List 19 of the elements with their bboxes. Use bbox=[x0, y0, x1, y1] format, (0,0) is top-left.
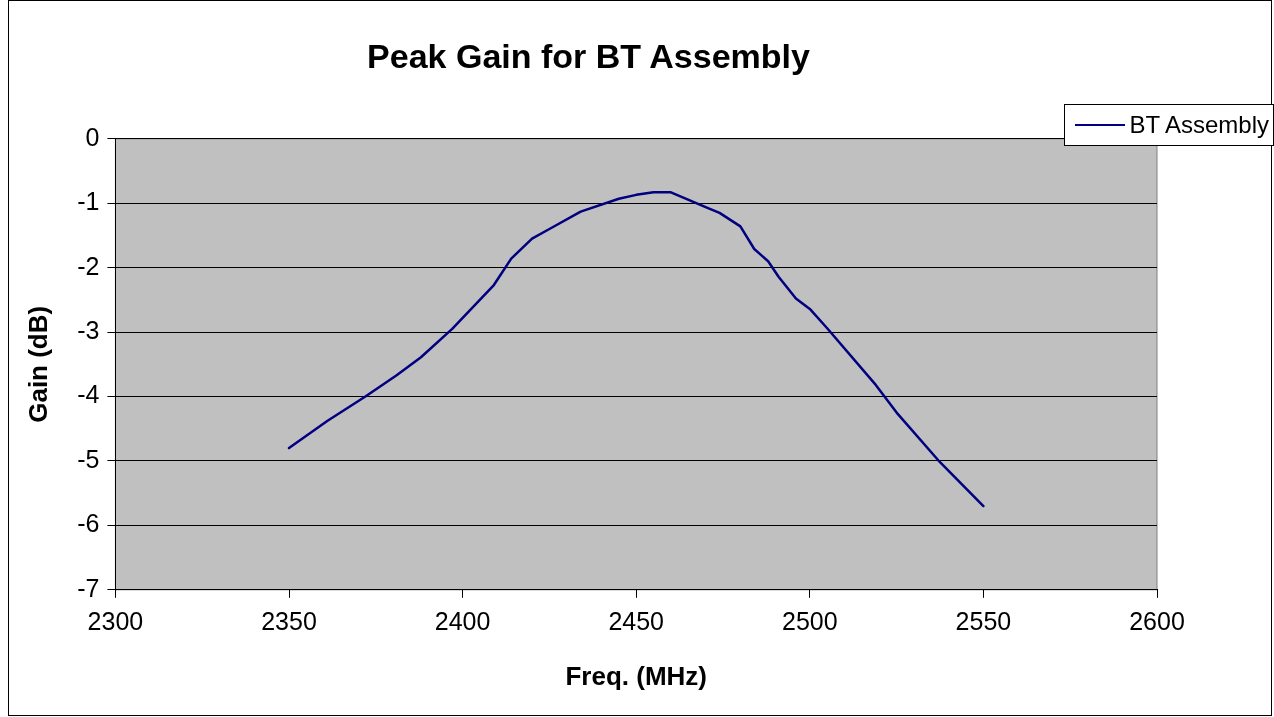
y-tick-label: -6 bbox=[77, 509, 100, 538]
y-tick-label: -5 bbox=[77, 444, 100, 473]
chart-title: Peak Gain for BT Assembly bbox=[367, 36, 810, 75]
y-tick-label: -7 bbox=[77, 573, 100, 602]
x-tick-label: 2600 bbox=[1129, 606, 1185, 635]
legend-label: BT Assembly bbox=[1129, 111, 1269, 139]
x-tick-label: 2300 bbox=[87, 606, 144, 635]
x-tick-label: 2450 bbox=[608, 606, 665, 635]
x-tick-label: 2550 bbox=[955, 606, 1012, 635]
y-axis-title: Gain (dB) bbox=[22, 305, 53, 423]
y-tick-label: -1 bbox=[77, 187, 100, 216]
y-tick-label: -3 bbox=[77, 315, 100, 344]
x-tick-label: 2400 bbox=[434, 606, 491, 635]
y-tick-label: 0 bbox=[85, 122, 100, 151]
x-axis-title: Freq. (MHz) bbox=[565, 660, 707, 691]
y-tick-label: -2 bbox=[77, 251, 100, 280]
y-tick-label: -4 bbox=[77, 380, 100, 409]
x-tick-label: 2500 bbox=[782, 606, 838, 635]
x-tick-label: 2350 bbox=[261, 606, 317, 635]
